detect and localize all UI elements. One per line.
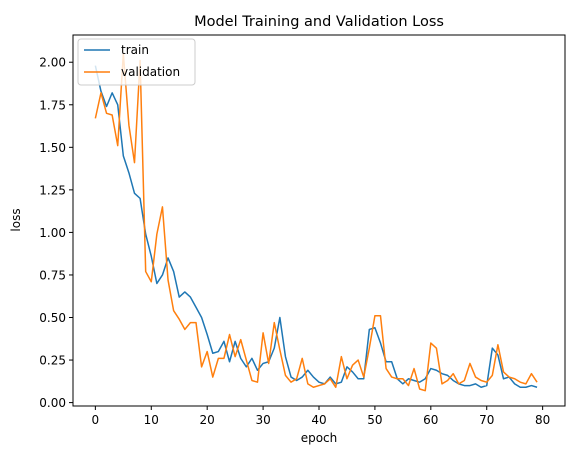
plot-frame xyxy=(72,34,566,407)
legend-train-label: train xyxy=(121,43,149,57)
y-tick-label: 0.25 xyxy=(39,354,66,368)
y-tick-label: 0.75 xyxy=(39,268,66,282)
x-tick-label: 10 xyxy=(144,413,159,427)
y-tick-label: 1.25 xyxy=(39,183,66,197)
y-tick-label: 1.75 xyxy=(39,98,66,112)
chart-title: Model Training and Validation Loss xyxy=(194,14,444,30)
x-tick-label: 50 xyxy=(367,413,382,427)
x-tick-label: 30 xyxy=(255,413,270,427)
y-axis-ticks: 0.00 0.25 0.50 0.75 1.00 1.25 1.50 1.75 2.00 xyxy=(39,56,73,410)
y-tick-label: 2.00 xyxy=(39,56,66,70)
series-layer xyxy=(94,52,538,392)
y-tick-label: 1.50 xyxy=(39,141,66,155)
legend: train validation xyxy=(77,38,196,86)
x-tick-label: 70 xyxy=(479,413,494,427)
x-axis-ticks: 0 10 20 30 40 50 60 70 80 xyxy=(92,406,550,427)
x-axis-label: epoch xyxy=(301,431,338,445)
legend-validation-label: validation xyxy=(121,65,180,79)
series-line-validation xyxy=(94,52,538,392)
series-line-train xyxy=(94,65,538,389)
x-tick-label: 20 xyxy=(200,413,215,427)
y-tick-label: 1.00 xyxy=(39,226,66,240)
x-tick-label: 80 xyxy=(535,413,550,427)
y-tick-label: 0.50 xyxy=(39,311,66,325)
y-tick-label: 0.00 xyxy=(39,396,66,410)
x-tick-label: 0 xyxy=(92,413,100,427)
x-tick-label: 60 xyxy=(423,413,438,427)
y-axis-label: loss xyxy=(9,208,23,231)
x-tick-label: 40 xyxy=(311,413,326,427)
